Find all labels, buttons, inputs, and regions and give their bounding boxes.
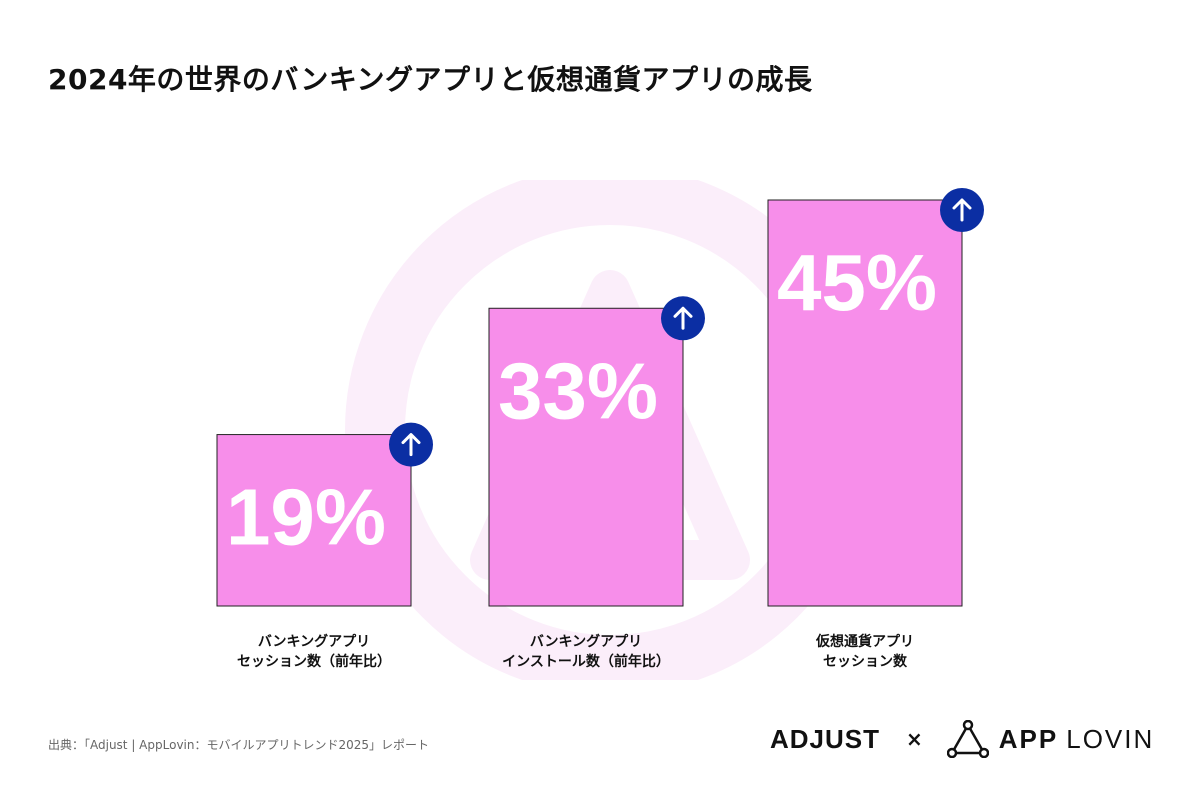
source-note: 出典：「Adjust | AppLovin：モバイルアプリトレンド2025」レポ… [48, 738, 430, 752]
category-label-line: インストール数（前年比） [502, 654, 670, 670]
logo-separator: × [906, 727, 923, 751]
bar [216, 434, 412, 607]
up-arrow-icon [389, 422, 433, 467]
applovin-triangle-icon [946, 720, 989, 758]
chart-title: 2024年の世界のバンキングアプリと仮想通貨アプリの成長 [48, 63, 813, 96]
bar [488, 307, 684, 607]
applovin-logo: APP LOVIN [946, 720, 1155, 758]
up-arrow-icon [940, 188, 984, 232]
category-label: バンキングアプリインストール数（前年比） [456, 632, 716, 672]
category-label-line: セッション数 [823, 654, 907, 670]
bar-value-label: 33% [498, 346, 658, 435]
applovin-logo-app: APP [998, 723, 1059, 754]
up-arrow-icon [661, 296, 705, 341]
adjust-logo: ADJUST [770, 723, 881, 754]
category-label: バンキングアプリセッション数（前年比） [184, 632, 444, 672]
category-label-line: バンキングアプリ [257, 634, 371, 650]
category-label-line: バンキングアプリ [529, 634, 643, 650]
bar-value-label: 19% [226, 473, 386, 562]
category-label-line: セッション数（前年比） [237, 654, 391, 670]
logo-lockup: ADJUST × APP LOVIN [770, 716, 1170, 762]
bar-value-label: 45% [777, 238, 937, 327]
bar [767, 199, 963, 607]
applovin-logo-lovin: LOVIN [1066, 723, 1155, 754]
category-label: 仮想通貨アプリ セッション数 [735, 632, 995, 672]
category-label-line: 仮想通貨アプリ [816, 634, 914, 650]
